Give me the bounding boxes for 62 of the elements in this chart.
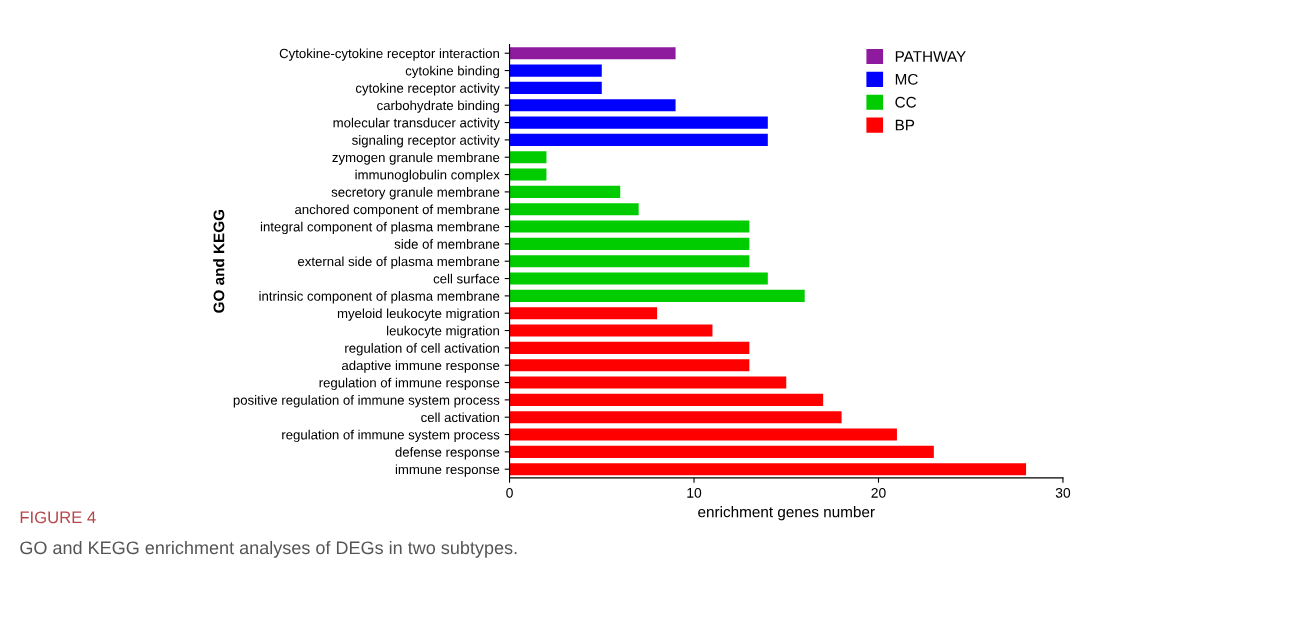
y-tick-label: positive regulation of immune system process (233, 395, 500, 408)
y-tick-label: regulation of immune response (319, 377, 500, 391)
bar (509, 359, 750, 372)
legend-label: CC (895, 96, 917, 108)
y-tick-label: intrinsic component of plasma membrane (259, 291, 500, 304)
x-tick-label: 30 (1055, 487, 1071, 498)
bar (509, 289, 805, 302)
y-tick-label: anchored component of membrane (295, 204, 500, 217)
bar (509, 47, 676, 60)
bar (509, 411, 842, 424)
bar (509, 220, 750, 233)
y-tick-label: zymogen granule membrane (332, 152, 500, 165)
bar (509, 428, 897, 441)
y-tick-label: side of membrane (394, 239, 500, 249)
bar (509, 99, 676, 112)
x-axis-title: enrichment genes number (698, 506, 875, 521)
x-tick-label: 0 (506, 487, 513, 498)
bar (509, 307, 658, 320)
legend-label: MC (895, 73, 918, 85)
bar (509, 255, 750, 268)
bar (509, 445, 934, 458)
y-tick-label: external side of plasma membrane (297, 256, 500, 269)
x-tick-label: 20 (871, 487, 886, 498)
bar (509, 64, 602, 77)
bar (509, 168, 547, 181)
y-axis-title: GO and KEGG (213, 209, 225, 313)
bar (509, 393, 824, 406)
bar (509, 237, 750, 250)
bar (509, 324, 713, 337)
y-tick-label: adaptive immune response (341, 360, 500, 373)
y-tick-label: cytokine binding (405, 65, 499, 79)
y-tick-label: cytokine receptor activity (355, 83, 500, 96)
y-tick-label: cell surface (433, 273, 500, 284)
y-tick-label: immune response (395, 464, 500, 477)
bar (509, 463, 1027, 476)
y-tick-label: cell activation (421, 412, 499, 423)
y-tick-label: immunoglobulin complex (355, 169, 500, 183)
bar (509, 116, 768, 129)
y-tick-label: leukocyte migration (387, 325, 499, 339)
text: GO and KEGG enrichment analyses of DEGs in two subtypes. (20, 540, 517, 558)
y-tick-label: regulation of cell activation (345, 343, 499, 356)
legend-label: PATHWAY (895, 51, 966, 62)
y-tick-label: myeloid leukocyte migration (337, 308, 499, 321)
bar (509, 185, 621, 198)
bar (509, 376, 787, 389)
y-tick-label: secretory granule membrane (331, 187, 500, 200)
y-tick-label: regulation of immune system process (282, 429, 500, 443)
y-tick-label: carbohydrate binding (377, 100, 499, 113)
x-tick-label: 10 (687, 487, 702, 498)
bar (509, 133, 768, 146)
caption: FIGURE 4 (20, 511, 96, 524)
y-tick-label: molecular transducer activity (333, 117, 500, 131)
bar (509, 151, 547, 164)
bar (509, 81, 602, 94)
legend-label: BP (895, 119, 915, 131)
y-tick-label: defense response (395, 447, 500, 460)
bar (509, 203, 639, 216)
bar (509, 341, 750, 354)
bar (509, 272, 768, 285)
y-tick-label: Cytokine-cytokine receptor interaction (279, 48, 499, 61)
y-tick-label: signaling receptor activity (352, 135, 500, 148)
y-tick-label: integral component of plasma membrane (260, 221, 500, 235)
